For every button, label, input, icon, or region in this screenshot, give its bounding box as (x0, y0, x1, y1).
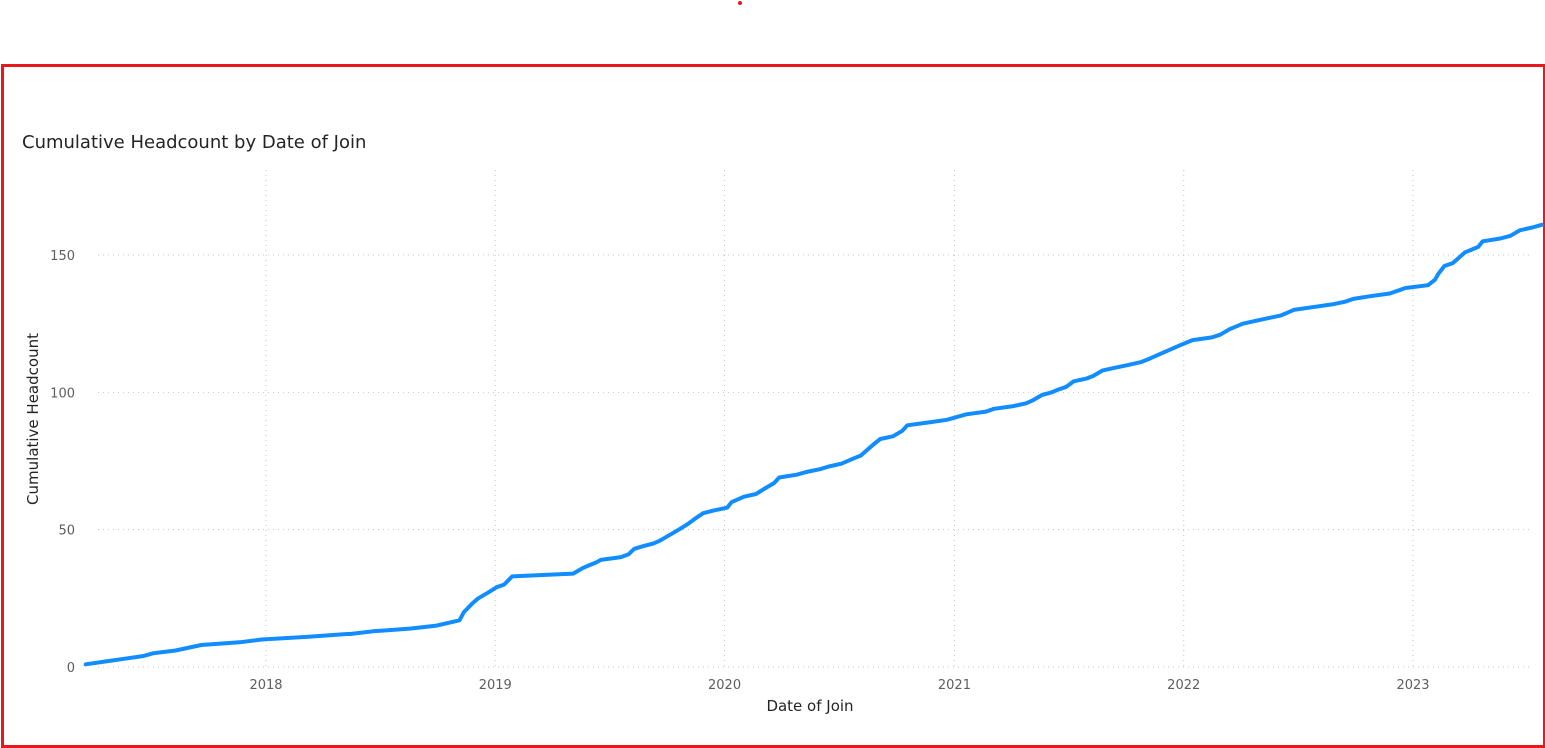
series-line (83, 222, 1544, 667)
x-tick-label: 2021 (938, 678, 971, 693)
x-tick-label: 2018 (249, 678, 282, 693)
y-tick-label: 50 (58, 524, 75, 539)
y-tick-label: 100 (50, 386, 75, 401)
x-axis-ticks: 2018 2019 2020 2021 2022 2023 (249, 678, 1429, 693)
chart-visual-frame[interactable] (1, 64, 1545, 748)
y-axis-ticks: 0 50 100 150 (50, 249, 75, 676)
chart-title: Cumulative Headcount by Date of Join (22, 132, 367, 153)
y-axis-title: Cumulative Headcount (24, 333, 42, 505)
x-tick-label: 2022 (1167, 678, 1200, 693)
x-tick-label: 2020 (708, 678, 741, 693)
x-axis-title: Date of Join (766, 697, 853, 715)
x-tick-label: 2023 (1396, 678, 1429, 693)
x-tick-label: 2019 (479, 678, 512, 693)
y-tick-label: 0 (67, 661, 75, 676)
red-dot-marker (738, 1, 742, 5)
y-tick-label: 150 (50, 249, 75, 264)
gridlines (98, 170, 1530, 668)
